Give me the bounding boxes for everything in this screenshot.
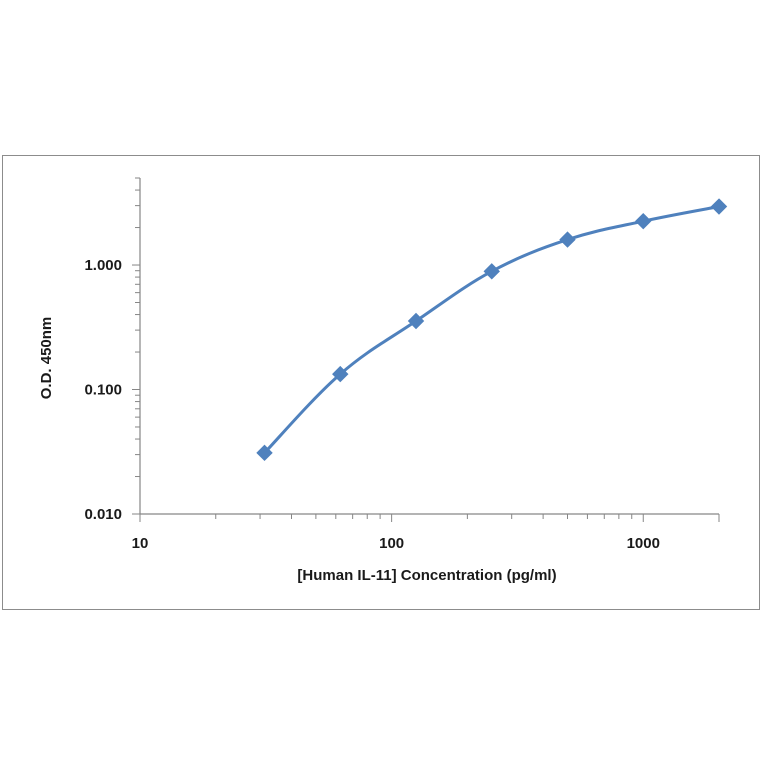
data-point-marker — [635, 212, 652, 230]
axes — [139, 178, 719, 515]
chart-area: 0.010 0.100 1.000 10 100 1000 [Human IL-11] C… — [2, 155, 760, 610]
data-point-marker — [256, 444, 273, 462]
y-tick-label: 1.000 — [84, 257, 122, 274]
tick-marks — [132, 177, 720, 522]
y-tick-label: 0.010 — [84, 506, 122, 523]
chart-svg: 0.010 0.100 1.000 10 100 1000 [Human IL-11] C… — [38, 177, 728, 584]
series-line — [263, 205, 720, 454]
y-tick-label: 0.100 — [84, 382, 122, 399]
data-point-marker — [483, 263, 500, 280]
x-tick-label: 100 — [379, 535, 404, 552]
data-point-marker — [710, 198, 728, 215]
data-point-marker — [407, 312, 425, 330]
y-axis-title: O.D. 450nm — [38, 317, 55, 400]
x-tick-label: 10 — [132, 535, 149, 552]
x-axis-title: [Human IL-11] Concentration (pg/ml) — [297, 567, 556, 584]
x-tick-label: 1000 — [627, 535, 660, 552]
tick-labels: 0.010 0.100 1.000 10 100 1000 — [84, 257, 659, 552]
data-point-marker — [559, 231, 576, 248]
data-point-marker — [332, 365, 349, 383]
data-markers — [256, 198, 728, 462]
